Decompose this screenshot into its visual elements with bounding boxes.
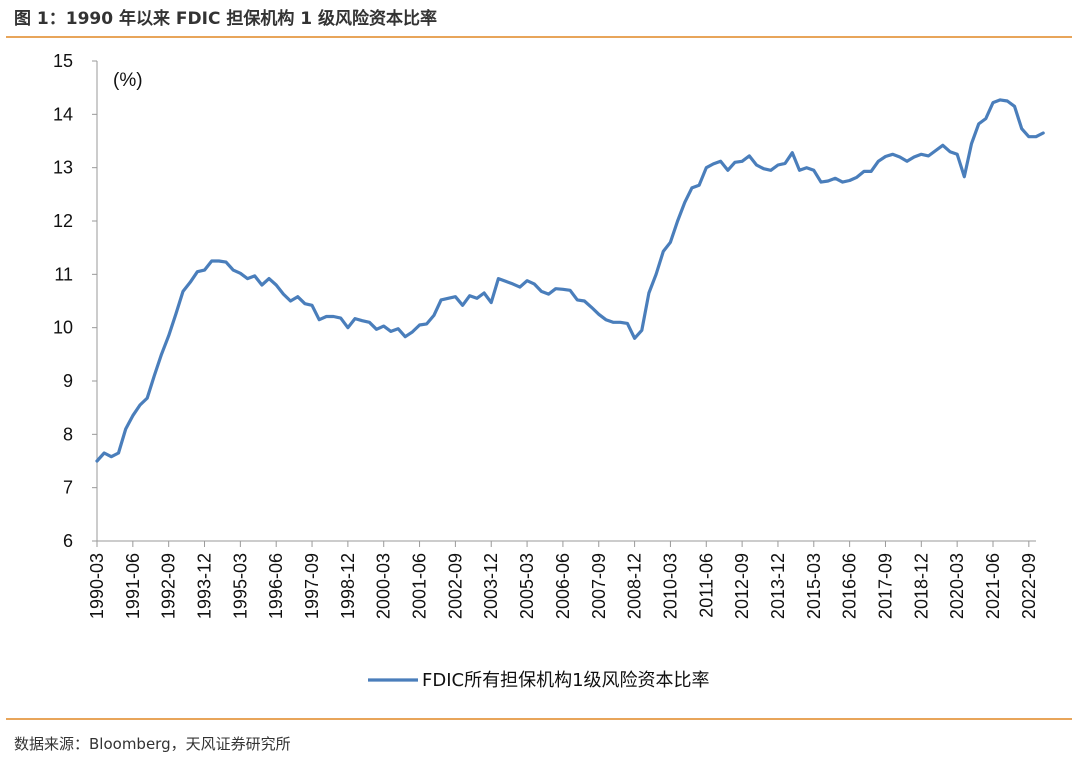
x-tick-label: 1991-06 [123,553,143,619]
x-tick-label: 2001-06 [410,553,430,619]
x-tick-label: 2020-03 [947,553,967,619]
x-tick-label: 1992-09 [159,553,179,619]
series-layer [95,98,1045,463]
y-tick-label: 12 [53,211,73,231]
y-tick-label: 7 [63,478,73,498]
x-tick-label: 1990-03 [87,553,107,619]
x-tick-label: 1998-12 [338,553,358,619]
x-tick-label: 2021-06 [983,553,1003,619]
bottom-divider [6,718,1072,720]
x-tick-label: 2003-12 [481,553,501,619]
x-tick-label: 2010-03 [660,553,680,619]
x-tick-label: 2022-09 [1019,553,1039,619]
series-line [95,98,1045,463]
legend-label: FDIC所有担保机构1级风险资本比率 [422,670,710,691]
x-tick-label: 2005-03 [517,553,537,619]
x-tick-label: 2015-03 [804,553,824,619]
x-tick-label: 2002-09 [445,553,465,619]
x-axis: 1990-03 1991-06 1992-09 1993-12 1995-03 1996-… [87,540,1039,619]
x-tick-label: 2018-12 [911,553,931,619]
top-divider [6,36,1072,38]
y-tick-label: 9 [63,371,73,391]
x-tick-label: 2000-03 [374,553,394,619]
x-tick-label: 2008-12 [625,553,645,619]
x-tick-label: 1996-06 [266,553,286,619]
y-tick-label: 10 [53,318,73,338]
x-tick-label: 1997-09 [302,553,322,619]
x-tick-label: 1995-03 [230,553,250,619]
x-tick-label: 2016-06 [840,553,860,619]
legend: FDIC所有担保机构1级风险资本比率 [368,670,710,691]
x-tick-label: 1993-12 [195,553,215,619]
x-tick-label: 2012-09 [732,553,752,619]
y-axis: 6 7 8 9 10 11 12 13 14 15 [53,51,98,551]
y-tick-label: 14 [53,104,73,124]
x-tick-label: 2013-12 [768,553,788,619]
y-tick-label: 8 [63,424,73,444]
y-unit-label: (%) [113,70,143,91]
source-note: 数据来源：Bloomberg，天风证券研究所 [14,735,291,753]
y-tick-label: 13 [53,158,73,178]
y-tick-label: 6 [63,531,73,551]
y-tick-label: 11 [54,264,73,284]
x-tick-label: 2017-09 [875,553,895,619]
y-tick-label: 15 [53,51,73,71]
x-tick-label: 2011-06 [696,553,716,618]
x-tick-label: 2007-09 [589,553,609,619]
figure-title: 图 1：1990 年以来 FDIC 担保机构 1 级风险资本比率 [14,9,438,29]
x-tick-label: 2006-06 [553,553,573,619]
